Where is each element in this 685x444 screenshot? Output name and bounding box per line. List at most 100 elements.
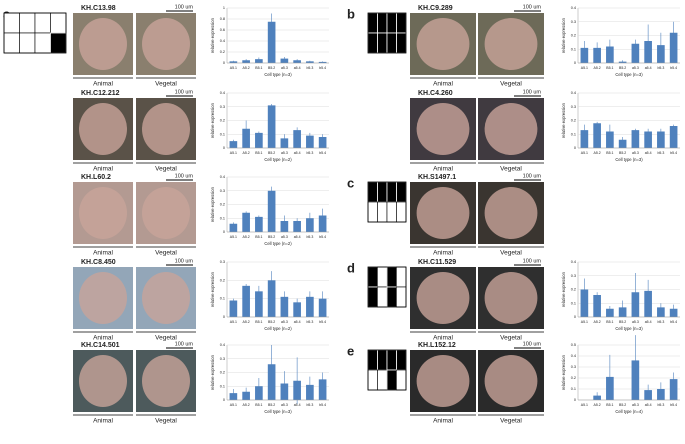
x-tick-label: a5.3: [632, 66, 639, 70]
y-tick-label: 0.2: [571, 288, 576, 292]
y-axis-label: relative expression: [210, 354, 215, 390]
x-tick-label: A5.1: [581, 403, 588, 407]
icon-border: [367, 12, 407, 54]
bar: [255, 216, 263, 232]
y-tick-label: 0: [574, 146, 576, 150]
x-tick-label: b5.4: [319, 320, 326, 324]
gene-name: KH.S1497.1: [418, 174, 456, 181]
icon-border: [367, 349, 407, 391]
cell-icon: [396, 349, 407, 371]
y-tick-label: 0.4: [220, 343, 225, 347]
y-tick-label: 0.1: [571, 47, 576, 51]
bar: [293, 130, 301, 148]
bar: [242, 60, 250, 63]
view-label: Vegetal: [155, 418, 177, 425]
x-tick-label: a5.4: [645, 151, 652, 155]
bar: [229, 223, 238, 232]
bar: [644, 131, 652, 148]
x-tick-label: B5.1: [255, 235, 262, 239]
x-axis-label: Cell type (n=3): [264, 409, 292, 414]
cell-icon: [377, 201, 388, 223]
cell-icon: [377, 12, 388, 34]
bar: [669, 126, 678, 148]
y-axis-label: relative expression: [210, 102, 215, 138]
scale-label: 100 um: [175, 173, 194, 179]
embryo: [142, 103, 190, 155]
embryo: [484, 355, 538, 407]
x-axis-label: Cell type (n=3): [615, 72, 643, 77]
y-tick-label: 0.2: [220, 50, 225, 54]
y-tick-label: 0.2: [571, 376, 576, 380]
y-tick-label: 0.2: [220, 371, 225, 375]
cell-icon: [377, 369, 388, 391]
x-tick-label: a5.3: [281, 403, 288, 407]
cell-icon: [386, 286, 397, 308]
y-axis-label: relative expression: [210, 186, 215, 222]
y-tick-label: 0.1: [571, 301, 576, 305]
bar: [306, 135, 314, 148]
x-tick-label: b5.4: [670, 66, 677, 70]
y-tick-label: 0.6: [220, 28, 225, 32]
bar: [580, 47, 589, 63]
cell-icon: [367, 201, 378, 223]
cell-icon: [386, 266, 397, 288]
embryo: [79, 103, 127, 155]
embryo: [484, 272, 538, 324]
x-tick-label: B5.2: [268, 403, 275, 407]
bar: [255, 59, 263, 63]
embryo: [416, 272, 470, 324]
y-tick-label: 0: [223, 398, 225, 402]
y-tick-label: 0: [223, 61, 225, 65]
y-tick-label: 0.4: [220, 175, 225, 179]
x-tick-label: A5.2: [243, 151, 250, 155]
x-tick-label: b5.3: [306, 320, 313, 324]
x-tick-label: B5.2: [619, 403, 626, 407]
x-axis-label: Cell type (n=3): [615, 157, 643, 162]
cell-icon: [396, 12, 407, 34]
cell-icon: [34, 32, 51, 54]
x-tick-label: A5.1: [581, 320, 588, 324]
embryo: [416, 103, 470, 155]
cell-icon: [386, 181, 397, 203]
bar: [229, 300, 238, 317]
bar: [657, 307, 665, 317]
x-tick-label: a5.4: [645, 320, 652, 324]
gene-name: KH.L152.12: [418, 342, 456, 349]
view-label: Vegetal: [155, 166, 177, 173]
x-tick-label: B5.1: [606, 151, 613, 155]
bar: [318, 215, 327, 232]
view-label: Animal: [93, 250, 113, 257]
bar: [593, 47, 601, 63]
y-tick-label: 0.4: [220, 91, 225, 95]
cell-icon: [19, 12, 36, 34]
x-axis-label: Cell type (n=2): [264, 157, 292, 162]
x-tick-label: B5.2: [619, 320, 626, 324]
y-tick-label: 0.1: [571, 132, 576, 136]
y-tick-label: 0.8: [220, 17, 225, 21]
x-tick-label: A5.1: [230, 320, 237, 324]
y-tick-label: 0.3: [220, 105, 225, 109]
y-tick-label: 0.2: [571, 34, 576, 38]
x-tick-label: b5.4: [319, 151, 326, 155]
y-axis-label: relative expression: [561, 271, 566, 307]
x-tick-label: a5.4: [294, 66, 301, 70]
y-tick-label: 0.3: [571, 20, 576, 24]
embryo: [484, 187, 538, 239]
embryo: [142, 272, 190, 324]
panel-letter: d: [347, 260, 355, 275]
cell-icon: [396, 32, 407, 54]
cell-icon: [3, 32, 20, 54]
x-tick-label: A5.2: [243, 66, 250, 70]
x-tick-label: b5.3: [306, 235, 313, 239]
bar: [318, 379, 327, 400]
x-tick-label: a5.3: [281, 151, 288, 155]
scale-label: 100 um: [523, 89, 542, 95]
bar: [242, 285, 250, 317]
scale-label: 100 um: [175, 89, 194, 95]
cell-icon: [386, 369, 397, 391]
bar: [606, 131, 614, 148]
scale-label: 100 um: [523, 258, 542, 264]
view-label: Vegetal: [155, 335, 177, 342]
x-tick-label: b5.3: [657, 151, 664, 155]
x-tick-label: A5.1: [230, 151, 237, 155]
